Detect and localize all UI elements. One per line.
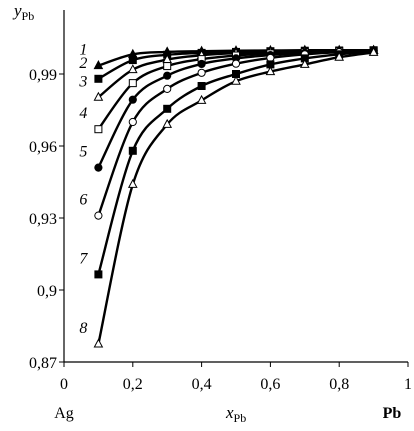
series-6-point xyxy=(163,84,172,93)
y-axis-title-sub: Pb xyxy=(22,9,35,23)
series-8-point xyxy=(368,46,379,56)
series-4-point xyxy=(94,125,103,134)
series-6-point xyxy=(231,59,241,68)
series-7-point xyxy=(94,270,103,279)
series-7-point xyxy=(128,146,137,155)
series-8-point xyxy=(334,51,345,61)
y-axis-title-main: y xyxy=(12,1,22,20)
axes xyxy=(63,10,408,363)
series-1-label: 1 xyxy=(79,42,87,59)
markers xyxy=(93,44,379,348)
y-tick-label: 0,9 xyxy=(37,283,57,300)
x-tick-label: 1 xyxy=(404,376,412,393)
series-8-point xyxy=(265,66,276,76)
series-1-point xyxy=(93,60,104,70)
x-axis-right-end-label: Pb xyxy=(383,405,402,422)
series-3-label: 3 xyxy=(78,73,87,90)
series-8-point xyxy=(127,178,138,188)
series-2-point xyxy=(94,74,103,83)
x-tick-label: 0,8 xyxy=(329,376,349,393)
x-axis-title: xPb xyxy=(225,403,246,425)
series-4-point xyxy=(128,79,137,88)
y-tick-label: 0,99 xyxy=(29,67,57,84)
series-5-point xyxy=(197,59,206,69)
y-tick-label: 0,93 xyxy=(29,211,57,228)
series-6-point xyxy=(197,68,206,77)
series-5-line xyxy=(97,49,374,169)
series-8-point xyxy=(162,118,173,128)
x-tick-label: 0,2 xyxy=(123,376,143,393)
curve-labels: 123 4 5 6 7 8 xyxy=(78,42,88,337)
series-8-point xyxy=(93,338,104,348)
x-axis-title-sub: Pb xyxy=(234,411,247,425)
series-8-point xyxy=(299,58,310,68)
series-2-point xyxy=(128,56,137,65)
series-6-point xyxy=(94,211,103,220)
series-6-point xyxy=(128,117,137,127)
x-tick-label: 0 xyxy=(60,376,68,393)
ticks: 0,87 0,9 0,93 0,96 0,99 0 0,2 0,4 0,6 0,8 1 xyxy=(29,67,412,393)
series-5-point xyxy=(94,163,103,172)
series-3-point xyxy=(93,91,104,101)
series-8-label: 8 xyxy=(79,320,87,337)
series-6-label: 6 xyxy=(79,192,87,209)
series-7-point xyxy=(197,82,206,90)
series-3-point xyxy=(127,64,138,74)
series-8-point xyxy=(196,94,207,104)
series-5-label: 5 xyxy=(79,144,87,161)
series-7-point xyxy=(163,104,172,113)
y-tick-label: 0,96 xyxy=(29,139,57,156)
series-4-label: 4 xyxy=(79,105,87,122)
series-2-label: 2 xyxy=(79,55,87,72)
x-tick-label: 0,6 xyxy=(260,376,280,393)
series-8-line xyxy=(97,51,374,345)
x-tick-label: 0,4 xyxy=(192,376,212,393)
series-5-point xyxy=(163,71,172,80)
y-axis-title: yPb xyxy=(12,1,34,23)
y-tick-label: 0,87 xyxy=(29,355,57,372)
curves xyxy=(97,49,374,345)
series-7-label: 7 xyxy=(79,250,88,267)
series-8-point xyxy=(231,75,241,85)
x-axis-title-main: x xyxy=(225,403,234,422)
x-axis-left-end-label: Ag xyxy=(54,405,74,422)
series-4-point xyxy=(163,62,172,71)
series-5-point xyxy=(128,95,137,104)
